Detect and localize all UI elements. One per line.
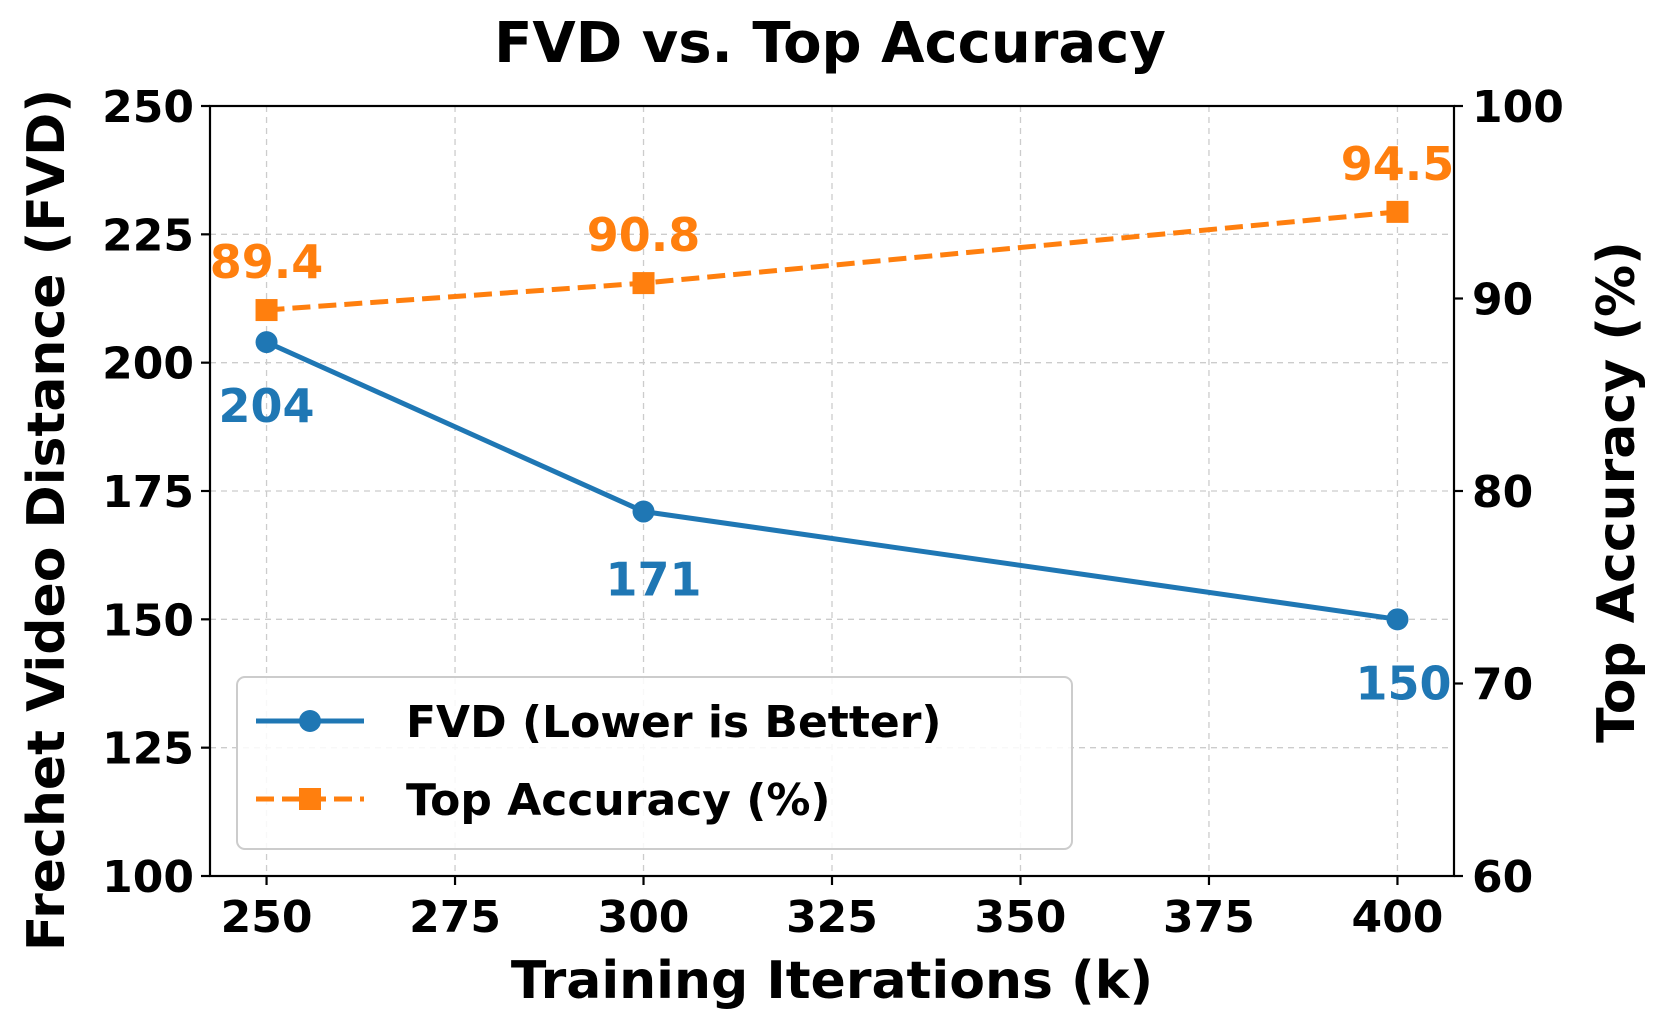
x-tick-label: 400 <box>1352 892 1444 943</box>
y-tick-label-left: 175 <box>102 467 194 518</box>
legend-label: Top Accuracy (%) <box>406 775 831 826</box>
y-axis-label-right: Top Accuracy (%) <box>1587 241 1647 743</box>
data-label: 89.4 <box>210 235 324 289</box>
data-point <box>1386 608 1409 631</box>
series-layer: 204 171 150 89.4 90.8 94.5 <box>210 137 1454 710</box>
legend-box <box>236 676 1073 850</box>
y-tick-label-left: 200 <box>102 339 194 390</box>
x-tick-label: 375 <box>1163 892 1255 943</box>
y-axis-label-left: Frechet Video Distance (FVD) <box>17 89 77 951</box>
x-tick-label: 250 <box>221 892 313 943</box>
legend-label: FVD (Lower is Better) <box>406 697 942 748</box>
y-tick-label-right: 80 <box>1472 467 1533 518</box>
data-label: 204 <box>219 379 315 433</box>
x-tick-label: 275 <box>409 892 501 943</box>
data-point <box>255 331 278 354</box>
data-label: 171 <box>605 553 701 607</box>
y-tick-label-left: 150 <box>102 595 194 646</box>
x-axis-label: Training Iterations (k) <box>511 951 1153 1011</box>
data-point <box>255 299 278 322</box>
legend-marker <box>299 710 321 732</box>
legend-marker <box>299 788 321 810</box>
data-label: 94.5 <box>1341 137 1455 191</box>
y-tick-label-right: 100 <box>1472 82 1564 133</box>
x-tick-label: 300 <box>598 892 690 943</box>
y-tick-label-left: 125 <box>102 724 194 775</box>
legend: FVD (Lower is Better) Top Accuracy (%) <box>236 676 1073 850</box>
x-tick-label: 325 <box>786 892 878 943</box>
data-point <box>632 500 655 523</box>
data-point <box>1386 200 1409 223</box>
y-tick-label-left: 100 <box>102 852 194 903</box>
y-tick-label-right: 90 <box>1472 275 1533 326</box>
data-label: 150 <box>1355 656 1451 710</box>
data-point <box>632 272 655 295</box>
y-tick-label-right: 60 <box>1472 852 1533 903</box>
tick-layer: 250 275 300 325 350 375 400 100 125 150 175 200 225 2… <box>102 82 1564 943</box>
y-tick-label-left: 225 <box>102 210 194 261</box>
y-tick-label-left: 250 <box>102 82 194 133</box>
data-label: 90.8 <box>587 208 701 262</box>
chart-title: FVD vs. Top Accuracy <box>494 11 1166 76</box>
y-tick-label-right: 70 <box>1472 660 1533 711</box>
x-tick-label: 350 <box>975 892 1067 943</box>
